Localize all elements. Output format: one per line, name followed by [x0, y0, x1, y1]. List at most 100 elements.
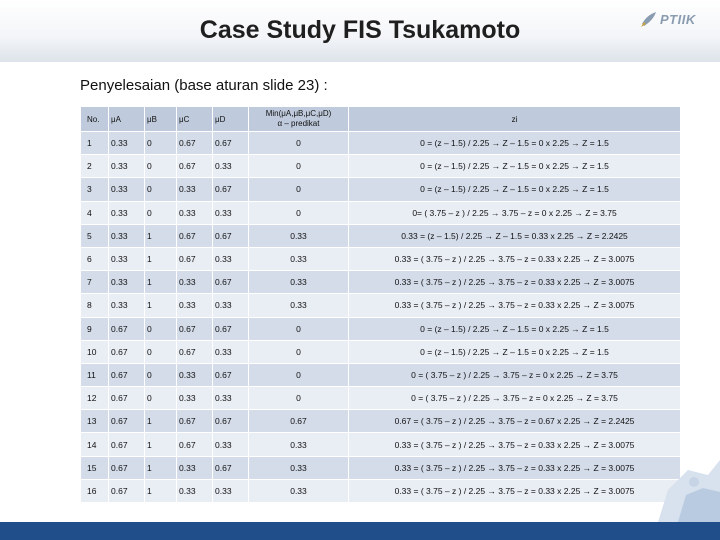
header-mu-d: μD [212, 106, 249, 132]
table-row: 15 0.67 1 0.33 0.67 0.33 0.33 = ( 3.75 – z ) /… [80, 455, 681, 480]
cell-z: 0.33 = ( 3.75 – z ) / 2.25 → 3.75 – z = … [348, 478, 681, 504]
cell-mu-d: 0.67 [212, 455, 249, 480]
cell-z: 0 = (z – 1.5) / 2.25 → Z – 1.5 = 0 x 2.2… [348, 316, 681, 341]
cell-mu-a: 0.33 [108, 270, 145, 295]
cell-z: 0.33 = ( 3.75 – z ) / 2.25 → 3.75 – z = … [348, 432, 681, 457]
header-mu-c: μC [176, 106, 213, 132]
cell-mu-d: 0.33 [212, 432, 249, 457]
cell-no: 16 [80, 478, 109, 504]
cell-mu-d: 0.67 [212, 362, 249, 388]
cell-mu-a: 0.33 [108, 130, 145, 156]
header-alpha-line2: α – predikat [277, 119, 320, 128]
cell-alpha-predikat: 0.33 [248, 246, 349, 272]
cell-no: 15 [80, 455, 109, 480]
cell-mu-d: 0.67 [212, 409, 249, 434]
cell-mu-b: 0 [144, 316, 177, 341]
cell-alpha-predikat: 0 [248, 339, 349, 364]
cell-mu-a: 0.67 [108, 432, 145, 457]
slide-header-band [0, 0, 720, 62]
logo-text: PTIIK [660, 11, 696, 27]
cell-z: 0 = ( 3.75 – z ) / 2.25 → 3.75 – z = 0 x… [348, 362, 681, 388]
cell-no: 13 [80, 409, 109, 434]
cell-alpha-predikat: 0.33 [248, 270, 349, 295]
table-row: 12 0.67 0 0.33 0.33 0 0 = ( 3.75 – z ) / 2.25 … [80, 386, 681, 411]
cell-mu-c: 0.33 [176, 362, 213, 388]
cell-alpha-predikat: 0.33 [248, 293, 349, 318]
cell-alpha-predikat: 0 [248, 316, 349, 341]
cell-z: 0 = (z – 1.5) / 2.25 → Z – 1.5 = 0 x 2.2… [348, 154, 681, 179]
cell-mu-c: 0.33 [176, 200, 213, 225]
cell-mu-a: 0.67 [108, 455, 145, 480]
cell-mu-b: 1 [144, 223, 177, 248]
cell-z: 0.33 = ( 3.75 – z ) / 2.25 → 3.75 – z = … [348, 270, 681, 295]
table-row: 11 0.67 0 0.33 0.67 0 0 = ( 3.75 – z ) / 2.25 … [80, 362, 681, 388]
cell-alpha-predikat: 0 [248, 130, 349, 156]
cell-no: 4 [80, 200, 109, 225]
table-row: 10 0.67 0 0.67 0.33 0 0 = (z – 1.5) / 2.25 → Z… [80, 339, 681, 364]
header-mu-b: μB [144, 106, 177, 132]
cell-alpha-predikat: 0 [248, 200, 349, 225]
cell-mu-c: 0.67 [176, 409, 213, 434]
table-row: 14 0.67 1 0.67 0.33 0.33 0.33 = ( 3.75 – z ) /… [80, 432, 681, 457]
cell-no: 5 [80, 223, 109, 248]
cell-alpha-predikat: 0 [248, 386, 349, 411]
ptiik-logo: PTIIK [640, 8, 716, 30]
cell-mu-a: 0.33 [108, 293, 145, 318]
cell-mu-b: 1 [144, 270, 177, 295]
cell-mu-c: 0.33 [176, 478, 213, 504]
cell-alpha-predikat: 0.33 [248, 432, 349, 457]
cell-z: 0.33 = (z – 1.5) / 2.25 → Z – 1.5 = 0.33… [348, 223, 681, 248]
cell-mu-a: 0.33 [108, 223, 145, 248]
cell-no: 2 [80, 154, 109, 179]
cell-z: 0= ( 3.75 – z ) / 2.25 → 3.75 – z = 0 x … [348, 200, 681, 225]
cell-mu-a: 0.33 [108, 177, 145, 202]
cell-mu-d: 0.67 [212, 270, 249, 295]
cell-z: 0.67 = ( 3.75 – z ) / 2.25 → 3.75 – z = … [348, 409, 681, 434]
cell-no: 7 [80, 270, 109, 295]
cell-mu-d: 0.67 [212, 177, 249, 202]
cell-mu-b: 1 [144, 455, 177, 480]
cell-z: 0 = ( 3.75 – z ) / 2.25 → 3.75 – z = 0 x… [348, 386, 681, 411]
cell-mu-b: 0 [144, 386, 177, 411]
cell-alpha-predikat: 0 [248, 177, 349, 202]
table-row: 7 0.33 1 0.33 0.67 0.33 0.33 = ( 3.75 – z ) / … [80, 270, 681, 295]
cell-alpha-predikat: 0 [248, 154, 349, 179]
cell-z: 0.33 = ( 3.75 – z ) / 2.25 → 3.75 – z = … [348, 293, 681, 318]
cell-no: 3 [80, 177, 109, 202]
cell-no: 10 [80, 339, 109, 364]
cell-mu-c: 0.67 [176, 223, 213, 248]
table-row: 5 0.33 1 0.67 0.67 0.33 0.33 = (z – 1.5) / 2.2… [80, 223, 681, 248]
table-row: 13 0.67 1 0.67 0.67 0.67 0.67 = ( 3.75 – z ) /… [80, 409, 681, 434]
cell-z: 0 = (z – 1.5) / 2.25 → Z – 1.5 = 0 x 2.2… [348, 177, 681, 202]
cell-z: 0 = (z – 1.5) / 2.25 → Z – 1.5 = 0 x 2.2… [348, 130, 681, 156]
subtitle: Penyelesaian (base aturan slide 23) : [80, 77, 328, 94]
cell-alpha-predikat: 0.33 [248, 478, 349, 504]
table-row: 3 0.33 0 0.33 0.67 0 0 = (z – 1.5) / 2.25 → Z … [80, 177, 681, 202]
cell-no: 9 [80, 316, 109, 341]
cell-no: 11 [80, 362, 109, 388]
cell-mu-d: 0.67 [212, 223, 249, 248]
cell-mu-c: 0.67 [176, 339, 213, 364]
cell-mu-b: 1 [144, 409, 177, 434]
cell-mu-c: 0.67 [176, 246, 213, 272]
cell-mu-b: 0 [144, 177, 177, 202]
header-mu-a: μA [108, 106, 145, 132]
cell-mu-a: 0.33 [108, 246, 145, 272]
table-row: 6 0.33 1 0.67 0.33 0.33 0.33 = ( 3.75 – z ) / … [80, 246, 681, 272]
cell-no: 1 [80, 130, 109, 156]
cell-mu-b: 0 [144, 200, 177, 225]
cell-mu-a: 0.67 [108, 362, 145, 388]
cell-mu-d: 0.33 [212, 478, 249, 504]
footer-bar [0, 522, 720, 540]
cell-mu-c: 0.33 [176, 293, 213, 318]
header-alpha-predikat: Min(μA,μB,μC,μD) α – predikat [248, 106, 349, 132]
header-z: zi [348, 106, 681, 132]
cell-mu-d: 0.33 [212, 339, 249, 364]
cell-mu-c: 0.67 [176, 316, 213, 341]
cell-no: 6 [80, 246, 109, 272]
cell-mu-d: 0.33 [212, 154, 249, 179]
cell-mu-a: 0.33 [108, 154, 145, 179]
cell-no: 14 [80, 432, 109, 457]
cell-mu-d: 0.67 [212, 316, 249, 341]
table-header-row: No. μA μB μC μD Min(μA,μB,μC,μD) α – pre… [80, 106, 681, 132]
